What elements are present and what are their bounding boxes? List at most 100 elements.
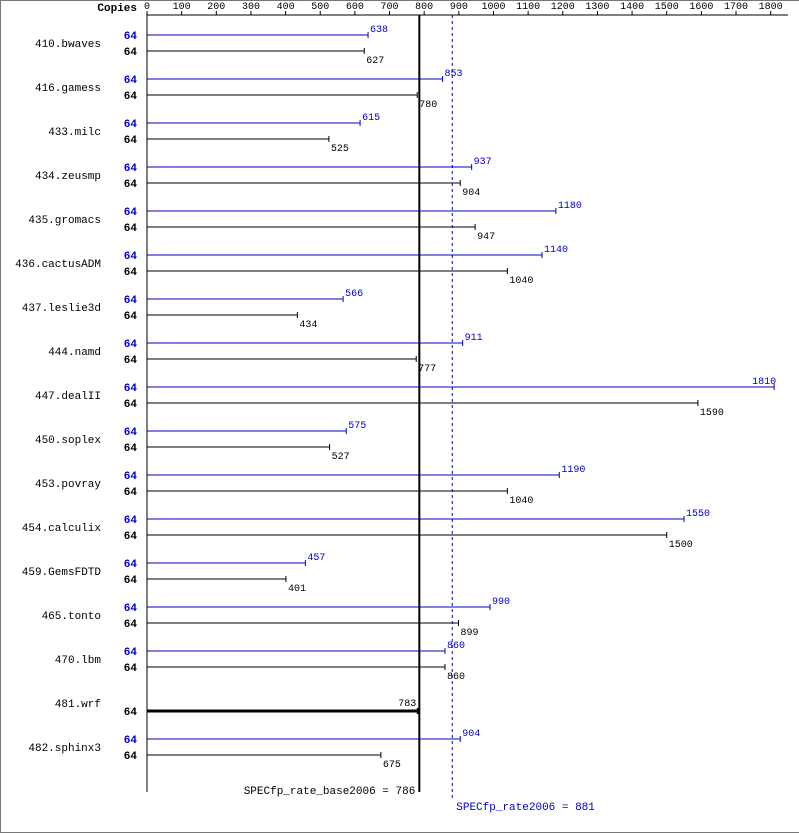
ref-peak-label: SPECfp_rate2006 = 881 — [456, 802, 595, 814]
copies-peak: 64 — [124, 163, 138, 175]
benchmark-label: 450.soplex — [35, 435, 101, 447]
peak-value: 1180 — [558, 201, 582, 212]
peak-value: 911 — [465, 333, 483, 344]
base-value: 1040 — [509, 496, 533, 507]
peak-value: 566 — [345, 289, 363, 300]
copies-peak: 64 — [124, 427, 138, 439]
copies-base: 64 — [124, 47, 138, 59]
copies-base: 64 — [124, 575, 138, 587]
x-tick-label: 0 — [144, 2, 150, 13]
benchmark-label: 453.povray — [35, 479, 101, 491]
base-value: 947 — [477, 232, 495, 243]
ref-base-label: SPECfp_rate_base2006 = 786 — [244, 786, 416, 798]
copies-header: Copies — [97, 3, 137, 15]
x-tick-label: 900 — [450, 2, 468, 13]
benchmark-label: 481.wrf — [55, 699, 101, 711]
benchmark-label: 435.gromacs — [28, 215, 101, 227]
base-value: 401 — [288, 584, 306, 595]
x-tick-label: 400 — [277, 2, 295, 13]
copies-base: 64 — [124, 751, 138, 763]
benchmark-label: 459.GemsFDTD — [22, 567, 102, 579]
benchmark-label: 437.leslie3d — [22, 303, 101, 315]
peak-value: 638 — [370, 25, 388, 36]
x-tick-label: 200 — [207, 2, 225, 13]
copies-peak: 64 — [124, 515, 138, 527]
peak-value: 457 — [307, 553, 325, 564]
x-tick-label: 1500 — [655, 2, 679, 13]
x-tick-label: 1400 — [620, 2, 644, 13]
benchmark-label: 416.gamess — [35, 83, 101, 95]
copies-peak: 64 — [124, 75, 138, 87]
copies-peak: 64 — [124, 339, 138, 351]
benchmark-label: 434.zeusmp — [35, 171, 101, 183]
copies-base: 64 — [124, 91, 138, 103]
base-value: 1500 — [669, 540, 693, 551]
base-value: 525 — [331, 144, 349, 155]
base-value: 527 — [332, 452, 350, 463]
x-tick-label: 1300 — [585, 2, 609, 13]
spec-chart: 0 100 200 300 400 500 600 700 800 900 1000 1100 1200… — [0, 0, 799, 833]
x-tick-label: 800 — [415, 2, 433, 13]
copies-base: 64 — [124, 487, 138, 499]
peak-value: 937 — [474, 157, 492, 168]
copies-peak: 64 — [124, 559, 138, 571]
base-value: 904 — [462, 188, 480, 199]
benchmark-label: 436.cactusADM — [15, 259, 101, 271]
copies-base: 64 — [124, 311, 138, 323]
benchmark-label: 433.milc — [48, 127, 101, 139]
copies-base: 64 — [124, 399, 138, 411]
copies-base: 64 — [124, 223, 138, 235]
copies-peak: 64 — [124, 603, 138, 615]
copies-base: 64 — [124, 619, 138, 631]
base-value: 783 — [398, 699, 416, 710]
copies-peak: 64 — [124, 119, 138, 131]
x-tick-label: 700 — [381, 2, 399, 13]
peak-value: 1190 — [561, 465, 585, 476]
copies-base: 64 — [124, 355, 138, 367]
benchmark-label: 454.calculix — [22, 523, 102, 535]
base-value: 899 — [460, 628, 478, 639]
base-value: 777 — [418, 364, 436, 375]
copies-peak: 64 — [124, 31, 138, 43]
benchmark-label: 482.sphinx3 — [28, 743, 101, 755]
base-value: 860 — [447, 672, 465, 683]
x-tick-label: 1100 — [516, 2, 540, 13]
x-tick-label: 600 — [346, 2, 364, 13]
benchmark-label: 447.dealII — [35, 391, 101, 403]
copies-peak: 64 — [124, 735, 138, 747]
x-tick-label: 500 — [311, 2, 329, 13]
x-tick-label: 1200 — [551, 2, 575, 13]
peak-value: 1140 — [544, 245, 568, 256]
peak-value: 1810 — [752, 377, 776, 388]
x-tick-label: 100 — [173, 2, 191, 13]
copies-base: 64 — [124, 267, 138, 279]
copies-peak: 64 — [124, 251, 138, 263]
peak-value: 853 — [445, 69, 463, 80]
benchmark-label: 410.bwaves — [35, 39, 101, 51]
peak-value: 904 — [462, 729, 480, 740]
base-value: 780 — [419, 100, 437, 111]
copies-peak: 64 — [124, 383, 138, 395]
x-tick-label: 1700 — [724, 2, 748, 13]
peak-value: 1550 — [686, 509, 710, 520]
x-tick-label: 1600 — [689, 2, 713, 13]
benchmark-label: 465.tonto — [42, 611, 101, 623]
copies-base: 64 — [124, 663, 138, 675]
copies-base: 64 — [124, 443, 138, 455]
benchmark-label: 470.lbm — [55, 655, 102, 667]
copies-base: 64 — [124, 179, 138, 191]
peak-value: 990 — [492, 597, 510, 608]
copies-peak: 64 — [124, 471, 138, 483]
base-value: 434 — [299, 320, 317, 331]
x-tick-label: 1800 — [759, 2, 783, 13]
x-tick-label: 1000 — [481, 2, 505, 13]
copies-peak: 64 — [124, 295, 138, 307]
copies-peak: 64 — [124, 647, 138, 659]
x-tick-label: 300 — [242, 2, 260, 13]
copies-base: 64 — [124, 531, 138, 543]
base-value: 1590 — [700, 408, 724, 419]
peak-value: 860 — [447, 641, 465, 652]
benchmark-label: 444.namd — [48, 347, 101, 359]
copies-base: 64 — [124, 707, 138, 719]
peak-value: 575 — [348, 421, 366, 432]
